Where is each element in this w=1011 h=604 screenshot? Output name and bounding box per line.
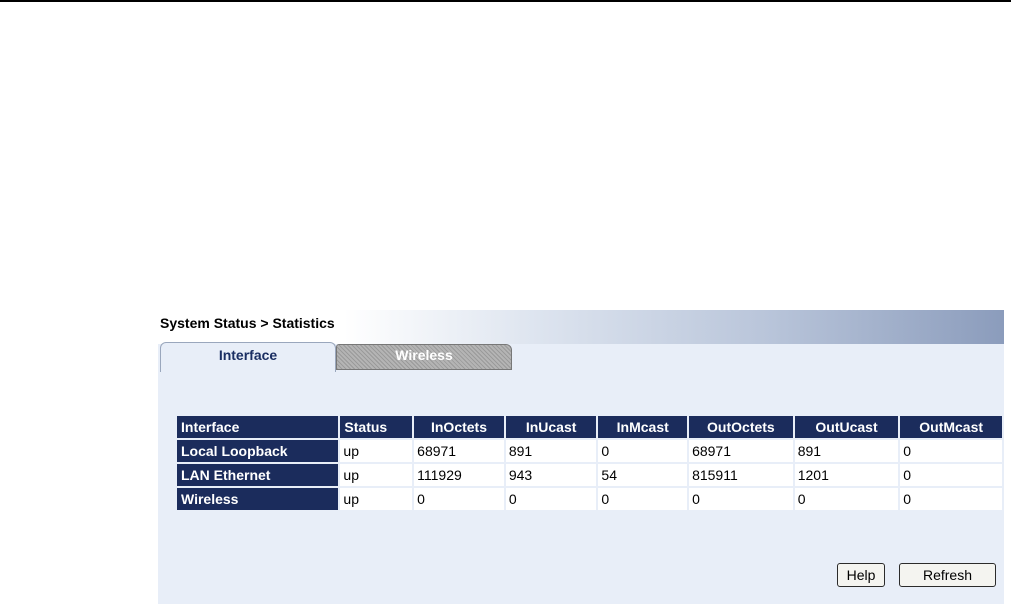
cell-outmcast: 0 bbox=[900, 488, 1002, 510]
tab-interface[interactable]: Interface bbox=[160, 342, 336, 372]
cell-inucast: 0 bbox=[505, 488, 597, 510]
refresh-button[interactable]: Refresh bbox=[899, 563, 996, 587]
cell-outucast: 1201 bbox=[794, 464, 899, 486]
column-header-outmcast: OutMcast bbox=[900, 416, 1002, 438]
row-header-interface: LAN Ethernet bbox=[177, 464, 339, 486]
top-divider bbox=[0, 0, 1011, 2]
column-header-outoctets: OutOctets bbox=[689, 416, 793, 438]
cell-inoctets: 111929 bbox=[414, 464, 504, 486]
row-header-interface: Wireless bbox=[177, 488, 339, 510]
cell-inucast: 891 bbox=[505, 440, 597, 462]
column-header-interface: Interface bbox=[177, 416, 339, 438]
table-row: LAN Ethernet up 111929 943 54 815911 120… bbox=[177, 464, 1002, 486]
cell-inoctets: 0 bbox=[414, 488, 504, 510]
cell-inucast: 943 bbox=[505, 464, 597, 486]
tab-wireless[interactable]: Wireless bbox=[336, 344, 512, 370]
table-row: Wireless up 0 0 0 0 0 0 bbox=[177, 488, 1002, 510]
help-button[interactable]: Help bbox=[837, 563, 885, 587]
column-header-outucast: OutUcast bbox=[794, 416, 899, 438]
cell-outmcast: 0 bbox=[900, 440, 1002, 462]
cell-outoctets: 815911 bbox=[689, 464, 793, 486]
page-title: System Status > Statistics bbox=[160, 315, 335, 331]
column-header-inmcast: InMcast bbox=[598, 416, 688, 438]
table-row: Local Loopback up 68971 891 0 68971 891 … bbox=[177, 440, 1002, 462]
cell-outoctets: 68971 bbox=[689, 440, 793, 462]
cell-inmcast: 0 bbox=[598, 440, 688, 462]
cell-inoctets: 68971 bbox=[414, 440, 504, 462]
column-header-status: Status bbox=[340, 416, 413, 438]
statistics-table: Interface Status InOctets InUcast InMcas… bbox=[175, 414, 1004, 512]
cell-outucast: 0 bbox=[794, 488, 899, 510]
statistics-panel: System Status > Statistics Interface Wir… bbox=[158, 310, 1004, 604]
cell-inmcast: 0 bbox=[598, 488, 688, 510]
table-header-row: Interface Status InOctets InUcast InMcas… bbox=[177, 416, 1002, 438]
cell-status: up bbox=[340, 488, 413, 510]
cell-inmcast: 54 bbox=[598, 464, 688, 486]
cell-status: up bbox=[340, 464, 413, 486]
column-header-inoctets: InOctets bbox=[414, 416, 504, 438]
cell-status: up bbox=[340, 440, 413, 462]
title-band: System Status > Statistics bbox=[158, 310, 1004, 344]
cell-outmcast: 0 bbox=[900, 464, 1002, 486]
cell-outucast: 891 bbox=[794, 440, 899, 462]
cell-outoctets: 0 bbox=[689, 488, 793, 510]
row-header-interface: Local Loopback bbox=[177, 440, 339, 462]
column-header-inucast: InUcast bbox=[505, 416, 597, 438]
